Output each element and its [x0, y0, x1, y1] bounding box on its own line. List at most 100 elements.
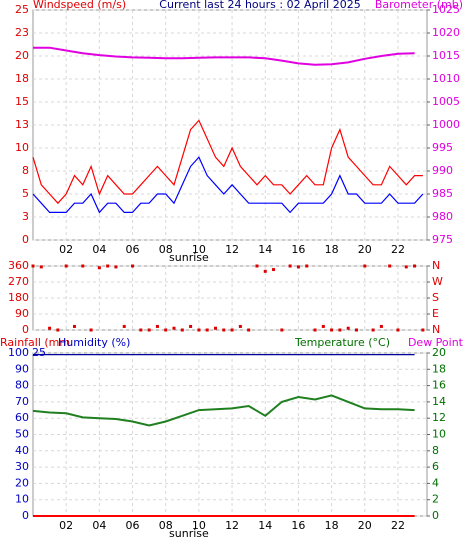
y2-tick-label: 2	[432, 493, 439, 506]
y2-tick-label: 1015	[432, 49, 460, 62]
plot-area	[32, 9, 428, 241]
y2-tick-label: E	[432, 307, 439, 320]
y-tick-label: 70	[15, 395, 29, 408]
direction-dot	[371, 328, 375, 332]
y2-axis-label: Temperature (°C)	[294, 336, 390, 349]
y2-axis-label: Barometer (mb)	[375, 0, 463, 11]
x-tick-label: 18	[325, 243, 339, 256]
y2-tick-label: 4	[432, 476, 439, 489]
y2-tick-label: 8	[432, 444, 439, 457]
direction-dot	[404, 265, 408, 269]
y-tick-label: 3	[22, 210, 29, 223]
direction-dot	[413, 264, 417, 268]
direction-dot	[379, 324, 383, 328]
direction-dot	[106, 264, 110, 268]
direction-dot	[321, 324, 325, 328]
direction-dot	[114, 265, 118, 269]
direction-dot	[164, 328, 168, 332]
x-tick-label: 12	[225, 243, 239, 256]
direction-dot	[147, 328, 151, 332]
x-tick-label: 22	[391, 243, 405, 256]
direction-dot	[131, 264, 135, 268]
x-tick-label: 04	[92, 243, 106, 256]
direction-dot	[56, 328, 60, 332]
direction-dot	[230, 328, 234, 332]
chart-title: Current last 24 hours : 02 April 2025	[159, 0, 360, 11]
x-tick-label: 22	[391, 519, 405, 532]
series-line	[33, 46, 415, 66]
direction-dot	[421, 328, 425, 332]
sunrise-label: sunrise	[169, 251, 209, 264]
y2-tick-label: W	[432, 275, 443, 288]
x-tick-label: 14	[258, 243, 272, 256]
y-tick-label: 80	[15, 379, 29, 392]
y2-tick-label: 14	[432, 395, 446, 408]
y2-tick-label: 1010	[432, 72, 460, 85]
y2-tick-label: 975	[432, 233, 453, 246]
y-tick-label: 25	[15, 3, 29, 16]
direction-dot	[255, 264, 259, 268]
direction-dot	[222, 328, 226, 332]
direction-dot	[39, 265, 43, 269]
y-tick-label: 13	[15, 118, 29, 131]
direction-dot	[313, 328, 317, 332]
y-tick-label: 10	[15, 141, 29, 154]
direction-dot	[272, 268, 276, 272]
direction-dot	[213, 326, 217, 330]
y-tick-label: 30	[15, 460, 29, 473]
direction-dot	[388, 264, 392, 268]
x-tick-label: 06	[126, 243, 140, 256]
y-tick-label: 20	[15, 476, 29, 489]
direction-dot	[280, 328, 284, 332]
y2-tick-label: 985	[432, 187, 453, 200]
direction-dot	[296, 265, 300, 269]
x-tick-label: 06	[126, 519, 140, 532]
plot-area	[32, 352, 428, 517]
y2-tick-label: 1000	[432, 118, 460, 131]
y-tick-label: 360	[8, 259, 29, 272]
x-tick-label: 10	[192, 519, 206, 532]
plot-area	[32, 265, 428, 331]
direction-dot	[48, 326, 52, 330]
y-tick-label: 100	[8, 346, 29, 359]
y2-tick-label: 1005	[432, 95, 460, 108]
direction-dot	[155, 324, 159, 328]
y-axis-label: Windspeed (m/s)	[33, 0, 126, 11]
y-tick-label: 18	[15, 72, 29, 85]
direction-dot	[396, 328, 400, 332]
direction-dot	[247, 328, 251, 332]
x-tick-label: 10	[192, 243, 206, 256]
y-tick-label: 15	[15, 95, 29, 108]
direction-dot	[330, 328, 334, 332]
x-tick-label: 12	[225, 519, 239, 532]
y-tick-label: 8	[22, 164, 29, 177]
y2-tick-label: 16	[432, 379, 446, 392]
y2-tick-label: 980	[432, 210, 453, 223]
sunrise-label: sunrise	[169, 527, 209, 540]
direction-dot	[205, 328, 209, 332]
direction-dot	[305, 264, 309, 268]
direction-dot	[354, 328, 358, 332]
y-tick-label: 0	[22, 233, 29, 246]
direction-dot	[189, 324, 193, 328]
y2-tick-label: 990	[432, 164, 453, 177]
y2-tick-label: 10	[432, 428, 446, 441]
direction-dot	[89, 328, 93, 332]
y-tick-label: 90	[15, 307, 29, 320]
direction-dot	[97, 266, 101, 270]
x-tick-label: 16	[291, 243, 305, 256]
direction-dot	[81, 264, 85, 268]
direction-dot	[72, 324, 76, 328]
y2-tick-label: 1025	[432, 3, 460, 16]
y-tick-label: 20	[15, 49, 29, 62]
y2-tick-label: 18	[432, 362, 446, 375]
y2-tick-label: 995	[432, 141, 453, 154]
direction-dot	[197, 328, 201, 332]
x-tick-label: 20	[358, 519, 372, 532]
direction-dot	[338, 328, 342, 332]
x-tick-label: 14	[258, 519, 272, 532]
series-line	[32, 119, 423, 205]
x-tick-label: 04	[92, 519, 106, 532]
direction-dot	[263, 269, 267, 273]
